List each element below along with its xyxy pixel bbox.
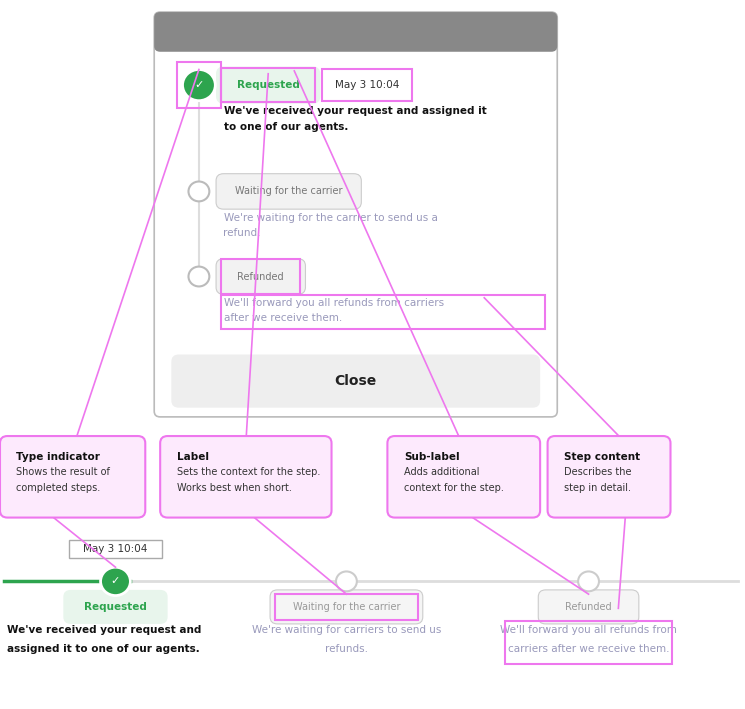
FancyBboxPatch shape xyxy=(216,259,305,294)
Bar xyxy=(322,69,412,101)
FancyBboxPatch shape xyxy=(63,590,168,624)
Text: refunds.: refunds. xyxy=(325,644,368,654)
Text: We'll forward you all refunds from: We'll forward you all refunds from xyxy=(500,625,677,635)
Text: Refunded: Refunded xyxy=(565,602,612,612)
FancyBboxPatch shape xyxy=(0,436,145,518)
Text: carriers after we receive them.: carriers after we receive them. xyxy=(508,644,669,654)
Text: Type indicator: Type indicator xyxy=(16,452,101,462)
Bar xyxy=(505,621,672,664)
FancyBboxPatch shape xyxy=(270,590,423,624)
Text: step in detail.: step in detail. xyxy=(564,483,631,493)
FancyBboxPatch shape xyxy=(160,436,332,518)
Text: Describes the: Describes the xyxy=(564,467,632,477)
FancyBboxPatch shape xyxy=(216,67,320,104)
Bar xyxy=(221,68,315,102)
Bar xyxy=(221,259,300,294)
FancyBboxPatch shape xyxy=(387,436,540,518)
FancyBboxPatch shape xyxy=(171,354,540,408)
Text: We're waiting for carriers to send us: We're waiting for carriers to send us xyxy=(252,625,441,635)
FancyBboxPatch shape xyxy=(216,174,361,209)
Text: completed steps.: completed steps. xyxy=(16,483,101,493)
Text: May 3 10:04: May 3 10:04 xyxy=(335,80,399,90)
Text: We've received your request and assigned it: We've received your request and assigned… xyxy=(224,106,486,116)
Bar xyxy=(69,540,162,558)
Circle shape xyxy=(183,69,215,101)
Text: Waiting for the carrier: Waiting for the carrier xyxy=(293,602,400,612)
Text: Requested: Requested xyxy=(237,80,299,90)
FancyBboxPatch shape xyxy=(154,12,557,52)
Text: context for the step.: context for the step. xyxy=(404,483,504,493)
FancyBboxPatch shape xyxy=(154,12,557,417)
Text: Sub-label: Sub-label xyxy=(404,452,460,462)
Text: We'll forward you all refunds from carriers: We'll forward you all refunds from carri… xyxy=(224,298,443,308)
Text: assigned it to one of our agents.: assigned it to one of our agents. xyxy=(7,644,200,654)
Text: Close: Close xyxy=(335,374,377,388)
Text: Requested: Requested xyxy=(84,602,147,612)
Circle shape xyxy=(578,571,599,591)
Text: ✓: ✓ xyxy=(111,576,120,586)
Text: ✓: ✓ xyxy=(194,80,203,90)
Circle shape xyxy=(188,267,209,286)
Text: Sets the context for the step.: Sets the context for the step. xyxy=(177,467,320,477)
Text: Waiting for the carrier: Waiting for the carrier xyxy=(235,186,343,196)
Circle shape xyxy=(188,182,209,201)
Text: after we receive them.: after we receive them. xyxy=(224,313,342,323)
Bar xyxy=(221,295,545,329)
Bar xyxy=(160,18,551,46)
Text: May 3 10:04: May 3 10:04 xyxy=(83,544,148,554)
Text: Refunded: Refunded xyxy=(238,272,284,281)
Text: refund.: refund. xyxy=(224,228,261,238)
Text: Adds additional: Adds additional xyxy=(404,467,479,477)
Text: Works best when short.: Works best when short. xyxy=(177,483,291,493)
Text: We've received your request and: We've received your request and xyxy=(7,625,202,635)
Text: to one of our agents.: to one of our agents. xyxy=(224,122,348,132)
FancyBboxPatch shape xyxy=(538,590,638,624)
FancyBboxPatch shape xyxy=(548,436,671,518)
Circle shape xyxy=(336,571,357,591)
Text: We're waiting for the carrier to send us a: We're waiting for the carrier to send us… xyxy=(224,213,437,223)
Circle shape xyxy=(101,567,130,596)
Text: Step content: Step content xyxy=(564,452,640,462)
Text: Shows the result of: Shows the result of xyxy=(16,467,110,477)
Bar xyxy=(177,62,221,108)
Bar xyxy=(274,594,419,620)
Text: Label: Label xyxy=(177,452,209,462)
